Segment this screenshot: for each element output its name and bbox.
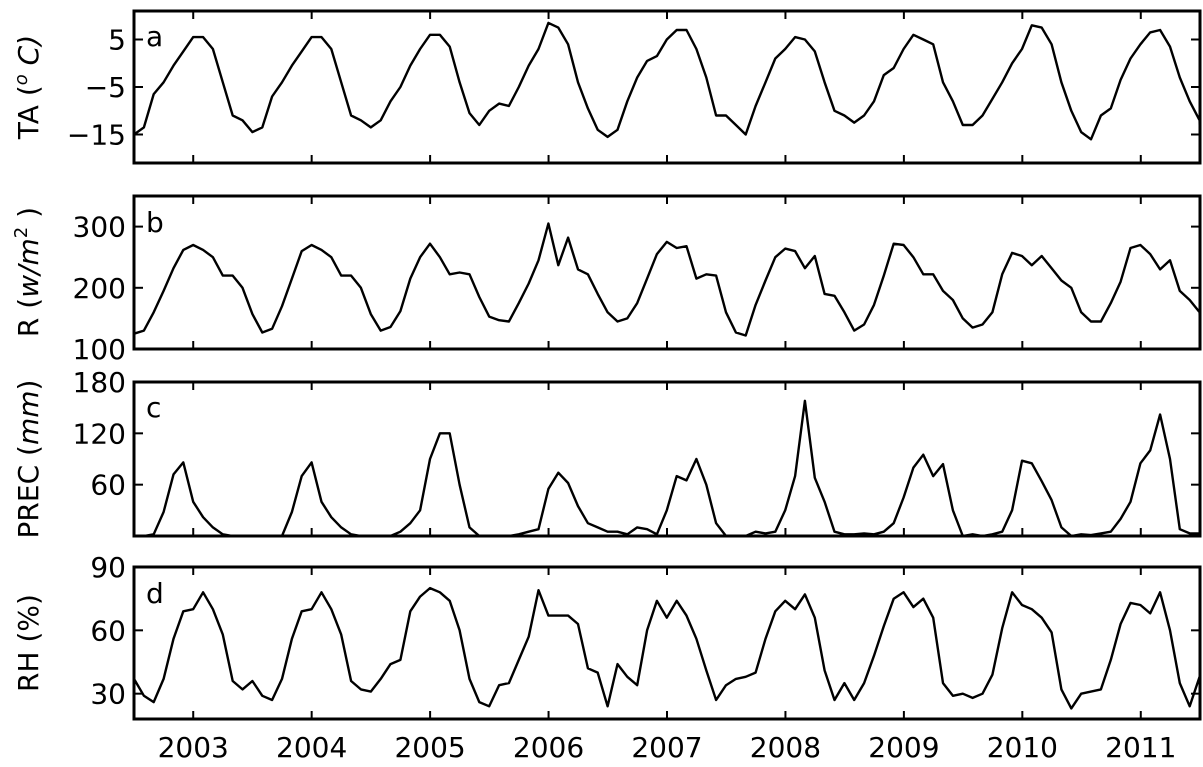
- y-tick-label-d: 90: [90, 551, 126, 584]
- y-tick-label-a: 5: [108, 24, 126, 57]
- y-tick-label-a: −5: [85, 71, 126, 104]
- x-tick-label: 2010: [987, 731, 1058, 764]
- y-axis-label-text-a: TA (: [12, 85, 45, 140]
- series-line-b: [133, 222, 1202, 337]
- x-tick-label: 2005: [394, 731, 465, 764]
- y-tick-label-c: 180: [73, 366, 126, 399]
- y-tick-label-c: 60: [90, 469, 126, 502]
- series-line-d: [132, 586, 1202, 710]
- x-tick-label: 2003: [158, 731, 229, 764]
- y-axis-label-b: R (w/m2 ): [11, 207, 45, 337]
- y-axis-label-close-c: ): [12, 380, 45, 391]
- series-line-a: [133, 21, 1202, 141]
- x-tick-label: 2011: [1105, 731, 1176, 764]
- y-axis-label-text-c: PREC (: [12, 445, 45, 538]
- panel-a: 5 −5 −15 a TA (o C): [11, 9, 1202, 165]
- panel-label-d: d: [146, 577, 164, 610]
- panel-label-a: a: [146, 20, 163, 53]
- y-tick-label-d: 30: [90, 678, 126, 711]
- panel-c: 180 120 60 c PREC (mm): [12, 366, 1202, 539]
- series-line-c: [134, 399, 1202, 538]
- x-tick-label: 2009: [868, 731, 939, 764]
- y-tick-label-c: 120: [73, 417, 126, 450]
- x-tick-label: 2008: [750, 731, 821, 764]
- y-axis-label-text-b: R (: [12, 298, 45, 337]
- panel-label-c: c: [146, 391, 161, 424]
- y-axis-label-unit-a: C): [12, 35, 45, 74]
- y-axis-label-sup-b: 2: [11, 227, 32, 238]
- y-axis-label-a: TA (o C): [11, 35, 45, 140]
- x-axis-tick-labels: 2003 2004 2005 2006 2007 2008 2009 2010 2011: [158, 731, 1177, 764]
- y-tick-label-b: 100: [73, 333, 126, 366]
- y-tick-label-d: 60: [90, 614, 126, 647]
- y-axis-label-c: PREC (mm): [12, 380, 45, 539]
- y-axis-label-close-b: ): [12, 207, 45, 227]
- panel-d: 90 60 30 d RH (%): [12, 551, 1202, 721]
- y-tick-label-b: 300: [73, 211, 126, 244]
- y-axis-label-sup-a: o: [11, 74, 32, 85]
- panel-label-b: b: [146, 206, 164, 239]
- x-tick-label: 2006: [513, 731, 584, 764]
- x-tick-label: 2007: [631, 731, 702, 764]
- y-axis-label-unit-c: mm: [12, 390, 45, 445]
- y-axis-label-unit-b: w/m: [12, 238, 45, 298]
- x-tick-label: 2004: [276, 731, 347, 764]
- panel-b: 300 200 100 b R (w/m2 ): [11, 194, 1202, 366]
- y-tick-label-b: 200: [73, 272, 126, 305]
- y-tick-label-a: −15: [67, 119, 126, 152]
- y-axis-label-d: RH (%): [12, 594, 45, 692]
